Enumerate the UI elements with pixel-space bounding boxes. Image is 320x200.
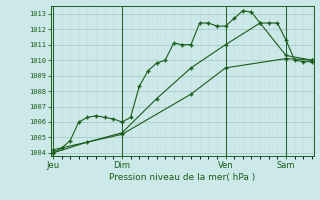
X-axis label: Pression niveau de la mer( hPa ): Pression niveau de la mer( hPa ) <box>109 173 256 182</box>
